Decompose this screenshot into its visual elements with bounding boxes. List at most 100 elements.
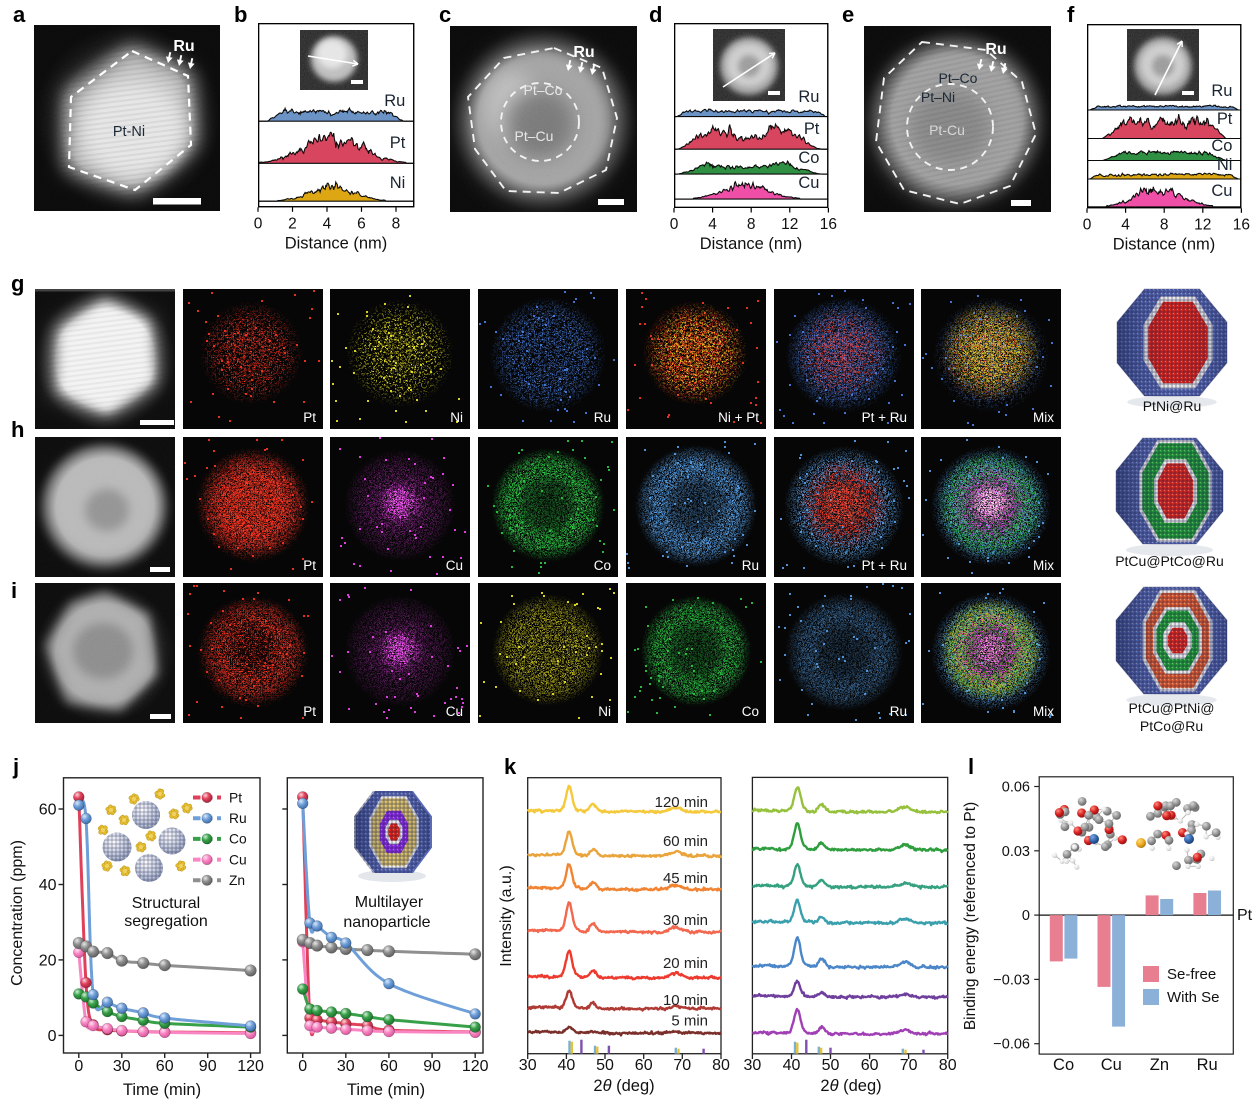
- svg-text:10 min: 10 min: [663, 992, 708, 1009]
- svg-text:Pt: Pt: [804, 120, 820, 138]
- svg-text:8: 8: [392, 215, 401, 232]
- svg-text:Pt: Pt: [303, 704, 316, 719]
- svg-text:50: 50: [596, 1057, 614, 1074]
- svg-text:20: 20: [39, 952, 57, 969]
- svg-text:−0.03: −0.03: [993, 972, 1030, 988]
- svg-text:40: 40: [783, 1057, 801, 1074]
- svg-text:Ni + Pt: Ni + Pt: [718, 410, 759, 425]
- svg-text:Ni: Ni: [1217, 156, 1233, 174]
- svg-text:Ru: Ru: [173, 38, 194, 55]
- svg-text:80: 80: [712, 1057, 730, 1074]
- svg-text:Ru: Ru: [985, 41, 1006, 58]
- svg-text:Pt + Ru: Pt + Ru: [862, 558, 907, 573]
- svg-text:Structural: Structural: [132, 895, 200, 912]
- svg-text:70: 70: [673, 1057, 691, 1074]
- svg-text:0: 0: [670, 216, 679, 233]
- svg-text:Distance (nm): Distance (nm): [700, 235, 803, 253]
- svg-text:segregation: segregation: [124, 913, 208, 930]
- svg-text:4: 4: [1121, 216, 1130, 233]
- svg-text:Ru: Ru: [1197, 1056, 1218, 1074]
- svg-text:Mix: Mix: [1033, 410, 1054, 425]
- svg-text:90: 90: [199, 1058, 217, 1075]
- svg-text:Ni: Ni: [450, 410, 463, 425]
- svg-text:6: 6: [357, 215, 366, 232]
- svg-text:2θ (deg): 2θ (deg): [820, 1077, 881, 1095]
- svg-text:Cu: Cu: [1101, 1056, 1122, 1074]
- svg-text:8: 8: [747, 216, 756, 233]
- svg-text:Zn: Zn: [1150, 1056, 1169, 1074]
- svg-text:8: 8: [1160, 216, 1169, 233]
- svg-text:Pt–Co: Pt–Co: [939, 70, 978, 86]
- svg-text:60: 60: [861, 1057, 879, 1074]
- svg-text:PtCu@PtCo@Ru: PtCu@PtCo@Ru: [1115, 553, 1224, 569]
- svg-text:Cu: Cu: [229, 852, 247, 867]
- svg-text:Ru: Ru: [229, 811, 247, 826]
- svg-text:PtCu@PtNi@: PtCu@PtNi@: [1129, 700, 1215, 716]
- svg-text:Pt: Pt: [303, 558, 316, 573]
- svg-text:12: 12: [1194, 216, 1211, 233]
- svg-text:60 min: 60 min: [663, 833, 708, 850]
- svg-text:Mix: Mix: [1033, 704, 1054, 719]
- svg-text:5 min: 5 min: [671, 1013, 708, 1030]
- svg-text:Cu: Cu: [798, 174, 819, 192]
- svg-text:Pt–Co: Pt–Co: [524, 82, 563, 98]
- svg-text:60: 60: [635, 1057, 653, 1074]
- svg-text:Pt + Ru: Pt + Ru: [862, 410, 907, 425]
- svg-text:Pt: Pt: [229, 790, 242, 805]
- svg-text:Mix: Mix: [1033, 558, 1054, 573]
- svg-text:12: 12: [781, 216, 798, 233]
- svg-text:4: 4: [708, 216, 717, 233]
- svg-text:30: 30: [744, 1057, 762, 1074]
- svg-text:0.03: 0.03: [1002, 844, 1030, 860]
- svg-text:40: 40: [558, 1057, 576, 1074]
- svg-text:Co: Co: [594, 558, 611, 573]
- svg-text:Distance (nm): Distance (nm): [285, 234, 388, 252]
- svg-text:40: 40: [39, 877, 57, 894]
- svg-text:Ni: Ni: [598, 704, 611, 719]
- svg-text:70: 70: [900, 1057, 918, 1074]
- svg-text:PtNi@Ru: PtNi@Ru: [1143, 398, 1202, 414]
- svg-text:Pt: Pt: [390, 134, 406, 152]
- svg-text:0: 0: [1022, 908, 1030, 924]
- svg-text:0: 0: [1083, 216, 1092, 233]
- svg-text:nanoparticle: nanoparticle: [343, 914, 430, 931]
- svg-text:Ru: Ru: [1211, 82, 1232, 100]
- svg-text:90: 90: [423, 1058, 441, 1075]
- svg-text:Ru: Ru: [573, 44, 594, 61]
- svg-text:50: 50: [822, 1057, 840, 1074]
- svg-text:Pt-Ni: Pt-Ni: [113, 124, 145, 140]
- svg-text:0: 0: [254, 215, 263, 232]
- svg-text:Co: Co: [798, 149, 819, 167]
- svg-text:Ru: Ru: [798, 88, 819, 106]
- svg-text:Distance (nm): Distance (nm): [1113, 235, 1216, 253]
- svg-text:Co: Co: [1211, 137, 1232, 155]
- svg-text:Co: Co: [1053, 1056, 1074, 1074]
- svg-text:30: 30: [113, 1058, 131, 1075]
- svg-text:2θ (deg): 2θ (deg): [593, 1077, 654, 1095]
- svg-text:2: 2: [288, 215, 297, 232]
- svg-text:Ru: Ru: [742, 558, 759, 573]
- svg-text:With Se: With Se: [1167, 989, 1220, 1006]
- svg-text:30: 30: [337, 1058, 355, 1075]
- svg-text:Pt–Ni: Pt–Ni: [921, 89, 955, 105]
- svg-text:Intensity (a.u.): Intensity (a.u.): [498, 865, 515, 966]
- svg-text:0: 0: [48, 1028, 57, 1045]
- svg-text:Concentration (ppm): Concentration (ppm): [9, 840, 26, 986]
- svg-text:Ru: Ru: [890, 704, 907, 719]
- svg-text:Binding energy (referenced to: Binding energy (referenced to Pt): [962, 802, 979, 1030]
- svg-text:Time (min): Time (min): [347, 1081, 425, 1099]
- svg-text:16: 16: [820, 216, 837, 233]
- svg-text:120 min: 120 min: [655, 794, 708, 811]
- svg-text:60: 60: [156, 1058, 174, 1075]
- svg-text:Multilayer: Multilayer: [355, 894, 424, 911]
- svg-text:20 min: 20 min: [663, 955, 708, 972]
- svg-text:Se-free: Se-free: [1167, 966, 1216, 983]
- svg-text:0: 0: [74, 1058, 83, 1075]
- svg-text:Ru: Ru: [594, 410, 611, 425]
- svg-text:0.06: 0.06: [1002, 780, 1030, 796]
- svg-text:30: 30: [519, 1057, 537, 1074]
- svg-text:Pt: Pt: [303, 410, 316, 425]
- svg-text:120: 120: [237, 1058, 264, 1075]
- svg-text:Pt-Cu: Pt-Cu: [929, 122, 965, 138]
- svg-text:Pt: Pt: [1217, 110, 1233, 128]
